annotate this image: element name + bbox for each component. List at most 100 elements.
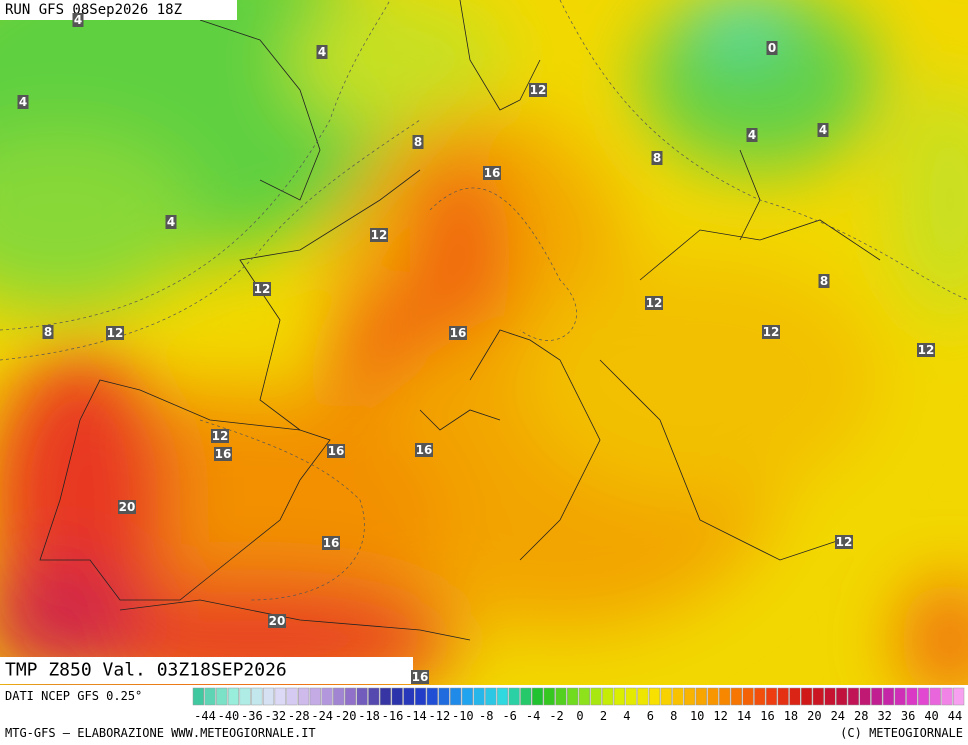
colorbar-swatch <box>438 687 450 706</box>
colorbar-label: -20 <box>335 709 357 723</box>
contour-label: 16 <box>484 166 501 180</box>
colorbar-label: 36 <box>901 709 915 723</box>
contour-label-box <box>370 228 388 242</box>
contour-label-box <box>165 215 177 229</box>
map-title: TMP Z850 Val. 03Z18SEP2026 <box>5 660 287 681</box>
colorbar-label: 44 <box>948 709 962 723</box>
colorbar-swatch <box>941 687 953 706</box>
contour-label: 16 <box>412 670 429 684</box>
contour-label: 8 <box>44 325 52 339</box>
colorbar-swatch <box>344 687 357 706</box>
colorbar-label: 40 <box>924 709 938 723</box>
contour-label: 12 <box>254 282 271 296</box>
colorbar-label: -4 <box>526 709 540 723</box>
contour-label: 0 <box>768 41 776 55</box>
colorbar-label: 14 <box>737 709 751 723</box>
colorbar: -44 -40 -36 -32 -28 -24 -20 -18 -16 -14 -12 -10 -8 -6… <box>192 687 965 723</box>
contour-label-box <box>211 429 229 443</box>
run-label: RUN GFS 08Sep2026 18Z <box>5 2 182 18</box>
colorbar-label: 8 <box>670 709 677 723</box>
colorbar-swatch <box>613 687 626 706</box>
colorbar-swatch <box>520 687 532 706</box>
colorbar-swatch <box>929 687 941 706</box>
contour-label-box <box>651 151 663 165</box>
colorbar-label: -2 <box>549 709 563 723</box>
colorbar-swatch <box>730 687 743 706</box>
colorbar-label: 6 <box>647 709 654 723</box>
colorbar-swatch <box>765 687 778 706</box>
isotherms <box>0 0 968 601</box>
contour-label: 8 <box>653 151 661 165</box>
colorbar-swatch <box>461 687 473 706</box>
contour-label: 16 <box>328 444 345 458</box>
colorbar-label: -44 <box>194 709 216 723</box>
colorbar-label: -28 <box>288 709 310 723</box>
colorbar-swatch <box>602 687 614 706</box>
contour-label-box <box>17 95 29 109</box>
colorbar-swatch <box>309 687 321 706</box>
colorbar-swatch <box>555 687 567 706</box>
colorbar-swatch <box>227 687 240 706</box>
colorbar-swatch <box>356 687 368 706</box>
contour-label: 12 <box>836 535 853 549</box>
contour-label: 12 <box>646 296 663 310</box>
colorbar-swatch <box>777 687 789 706</box>
contour-label: 12 <box>212 429 229 443</box>
colorbar-swatch <box>906 687 918 706</box>
contour-label-box <box>766 41 778 55</box>
contour-label: 12 <box>107 326 124 340</box>
contour-label-box <box>118 500 136 514</box>
colorbar-swatch <box>625 687 637 706</box>
colorbar-label: -10 <box>452 709 474 723</box>
contour-label: 4 <box>748 128 756 142</box>
contour-label: 4 <box>74 13 82 27</box>
contour-label: 12 <box>763 325 780 339</box>
contour-label-box <box>415 443 433 457</box>
contour-label: 16 <box>215 447 232 461</box>
contour-label: 4 <box>167 215 175 229</box>
colorbar-swatch <box>859 687 871 706</box>
contour-label: 20 <box>269 614 286 628</box>
colorbar-label: 0 <box>576 709 583 723</box>
colorbar-swatch <box>531 687 544 706</box>
colorbar-label: 24 <box>831 709 845 723</box>
colorbar-swatch <box>508 687 520 706</box>
credit-label: MTG-GFS — ELABORAZIONE WWW.METEOGIORNALE… <box>5 726 316 740</box>
colorbar-label: 18 <box>784 709 798 723</box>
contour-label-box <box>316 45 328 59</box>
contour-label-box <box>817 123 829 137</box>
contour-label-box <box>762 325 780 339</box>
colorbar-label: -18 <box>358 709 380 723</box>
colorbar-swatch <box>333 687 345 706</box>
colorbar-label: -36 <box>241 709 263 723</box>
colorbar-swatch <box>660 687 672 706</box>
colorbar-label: 12 <box>713 709 727 723</box>
colorbar-swatch <box>286 687 298 706</box>
colorbar-swatch <box>871 687 883 706</box>
colorbar-swatch <box>274 687 286 706</box>
colorbar-label: 4 <box>623 709 630 723</box>
copyright-label: (C) METEOGIORNALE <box>840 726 963 740</box>
contour-label: 8 <box>820 274 828 288</box>
colorbar-label: -16 <box>382 709 404 723</box>
colorbar-label: -32 <box>264 709 286 723</box>
colorbar-swatch <box>298 687 310 706</box>
colorbar-swatch <box>496 687 509 706</box>
colorbar-swatch <box>789 687 801 706</box>
colorbar-swatch <box>391 687 403 706</box>
contour-label-box <box>529 83 547 97</box>
colorbar-label: 20 <box>807 709 821 723</box>
colorbar-label: -12 <box>429 709 451 723</box>
contour-label-box <box>412 135 424 149</box>
colorbar-swatch <box>204 687 216 706</box>
colorbar-swatch <box>426 687 438 706</box>
colorbar-swatch <box>684 687 696 706</box>
header-box <box>0 0 237 20</box>
contour-label: 16 <box>323 536 340 550</box>
contour-label-box <box>214 447 232 461</box>
colorbar-swatch <box>590 687 602 706</box>
contour-label-box <box>268 614 286 628</box>
colorbar-swatch <box>485 687 497 706</box>
temperature-field <box>0 0 968 685</box>
